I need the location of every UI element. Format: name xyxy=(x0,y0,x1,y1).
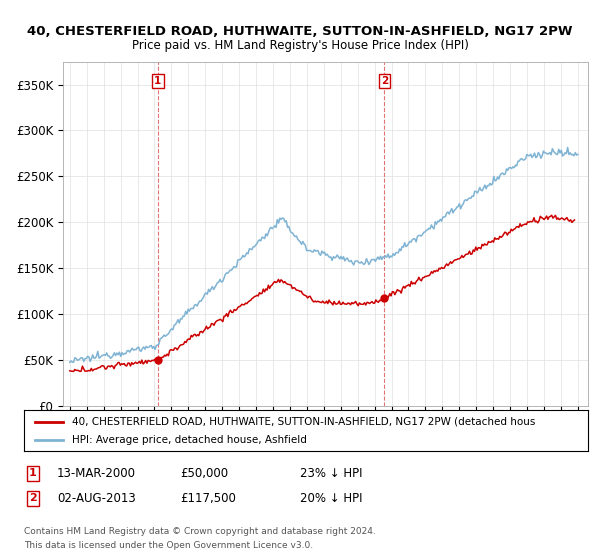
Text: 1: 1 xyxy=(154,76,161,86)
Text: Contains HM Land Registry data © Crown copyright and database right 2024.: Contains HM Land Registry data © Crown c… xyxy=(24,528,376,536)
Text: This data is licensed under the Open Government Licence v3.0.: This data is licensed under the Open Gov… xyxy=(24,542,313,550)
Text: 40, CHESTERFIELD ROAD, HUTHWAITE, SUTTON-IN-ASHFIELD, NG17 2PW (detached hous: 40, CHESTERFIELD ROAD, HUTHWAITE, SUTTON… xyxy=(72,417,535,427)
Text: 2: 2 xyxy=(29,493,37,503)
Text: 23% ↓ HPI: 23% ↓ HPI xyxy=(300,466,362,480)
Text: 1: 1 xyxy=(29,468,37,478)
Text: 02-AUG-2013: 02-AUG-2013 xyxy=(57,492,136,505)
Text: Price paid vs. HM Land Registry's House Price Index (HPI): Price paid vs. HM Land Registry's House … xyxy=(131,39,469,52)
Text: 20% ↓ HPI: 20% ↓ HPI xyxy=(300,492,362,505)
Text: HPI: Average price, detached house, Ashfield: HPI: Average price, detached house, Ashf… xyxy=(72,435,307,445)
Text: 2: 2 xyxy=(381,76,388,86)
Text: £50,000: £50,000 xyxy=(180,466,228,480)
Text: 13-MAR-2000: 13-MAR-2000 xyxy=(57,466,136,480)
Text: 40, CHESTERFIELD ROAD, HUTHWAITE, SUTTON-IN-ASHFIELD, NG17 2PW: 40, CHESTERFIELD ROAD, HUTHWAITE, SUTTON… xyxy=(27,25,573,38)
Text: £117,500: £117,500 xyxy=(180,492,236,505)
